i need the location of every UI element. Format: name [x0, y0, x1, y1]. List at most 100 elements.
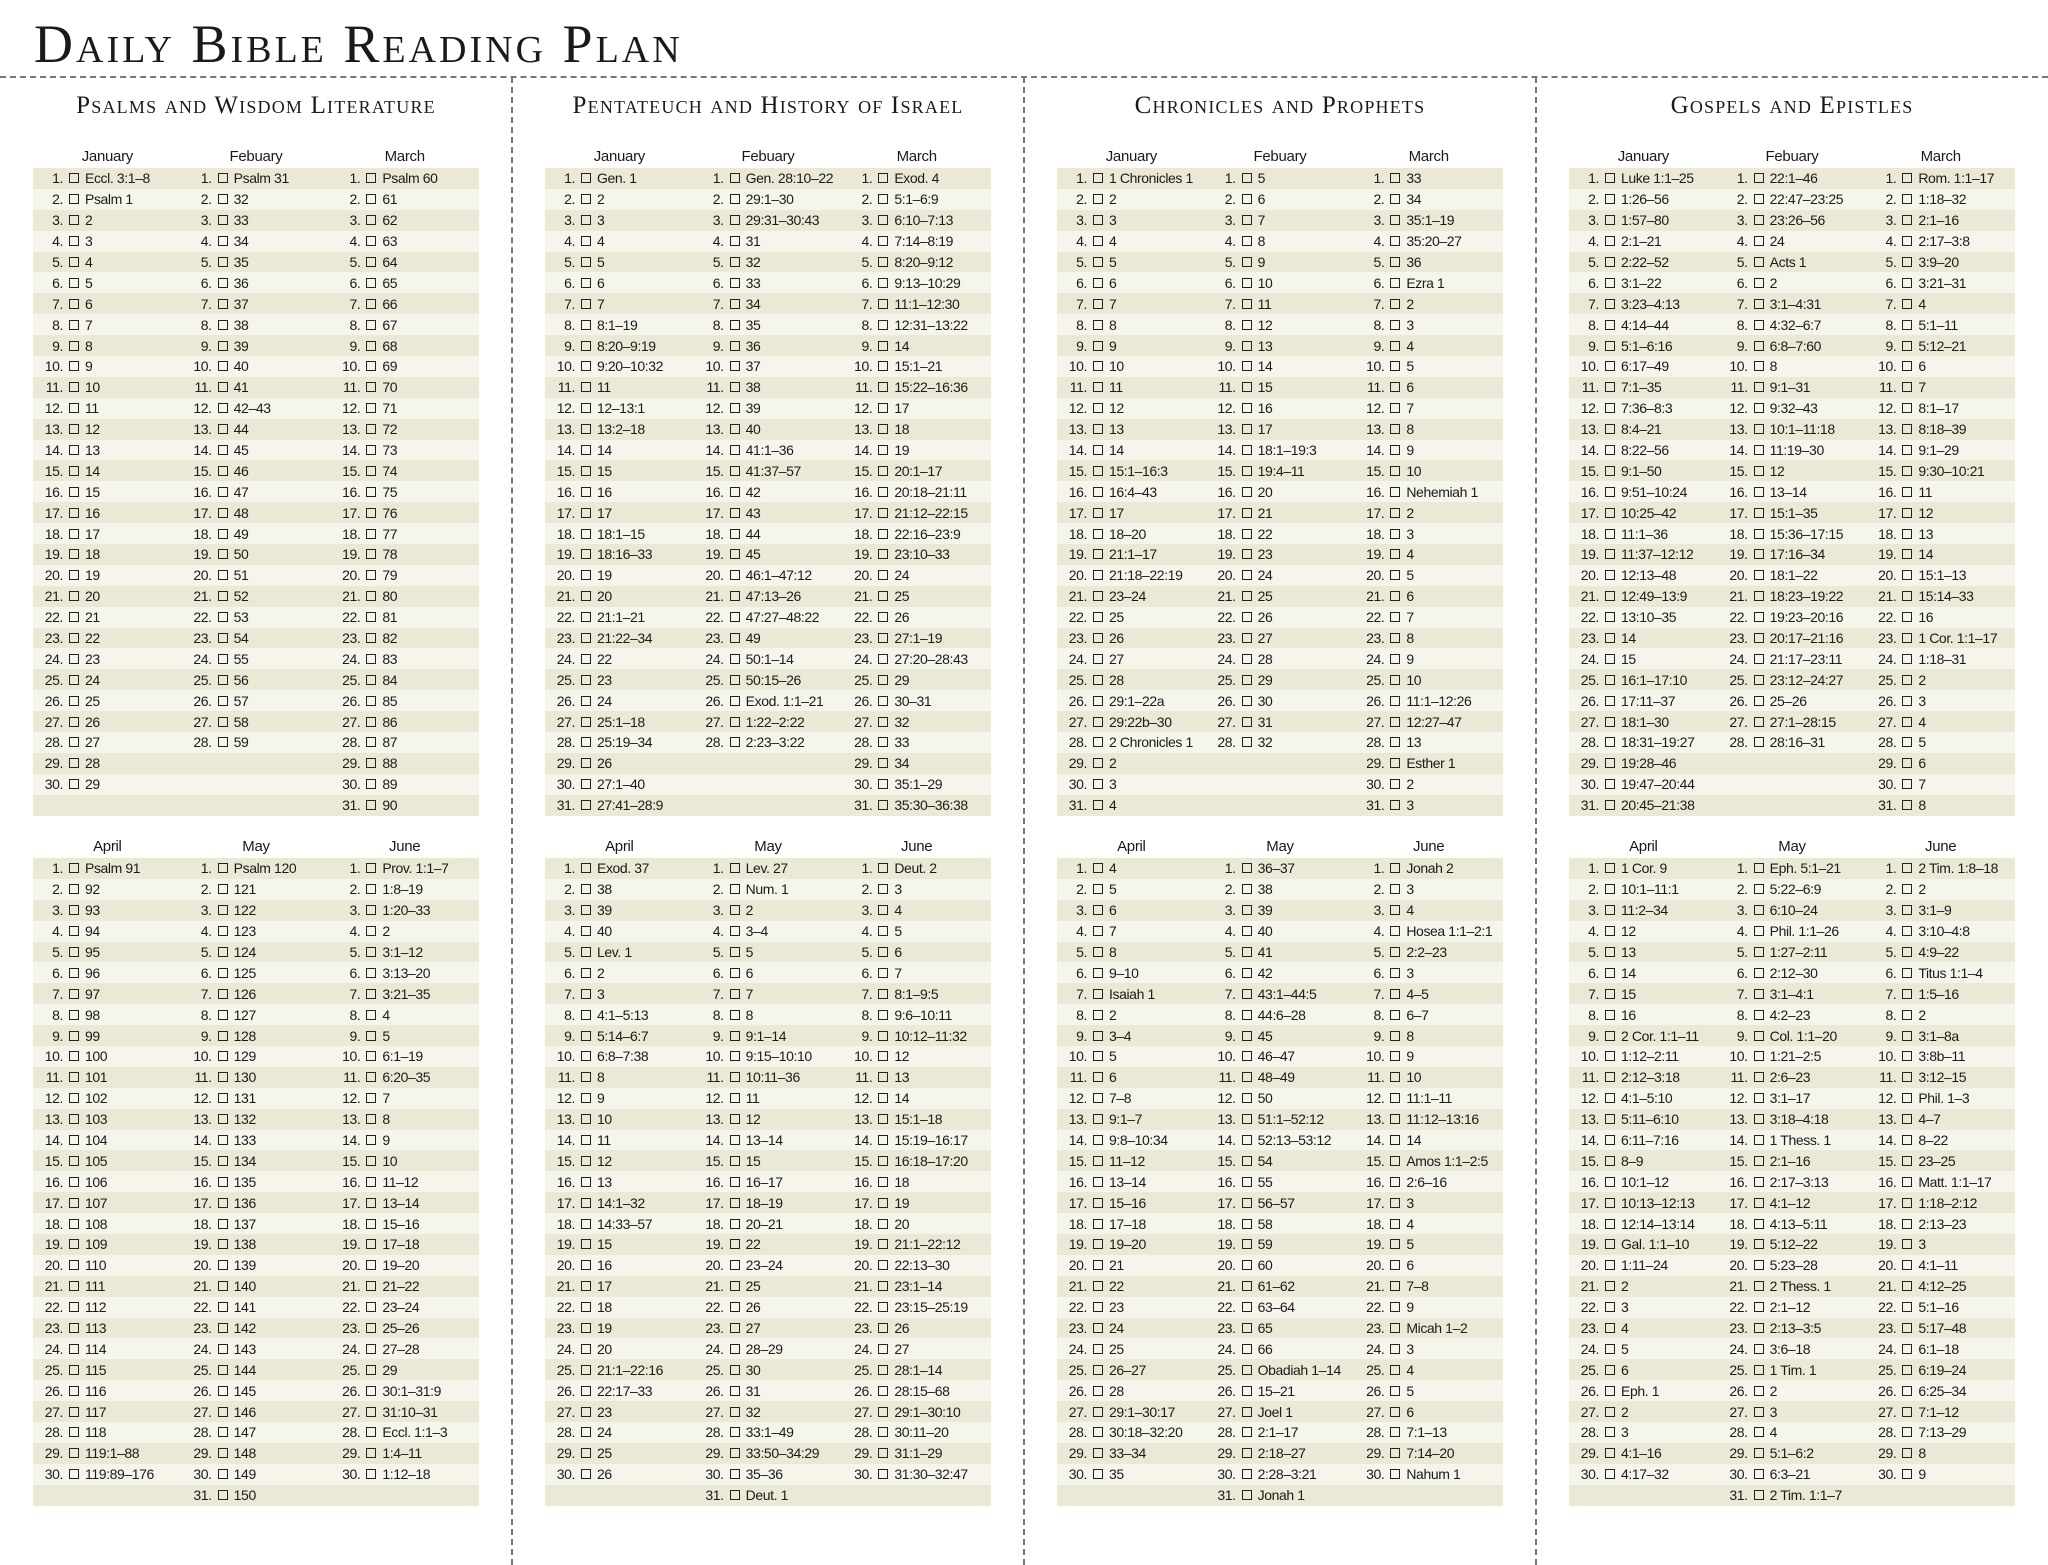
reading-item[interactable]: 1. Rom. 1:1–17 [1866, 168, 2015, 189]
checkbox-icon[interactable] [1241, 884, 1252, 895]
reading-item[interactable]: 18. 22:16–23:9 [842, 523, 991, 544]
reading-item[interactable]: 5. Acts 1 [1718, 252, 1867, 273]
checkbox-icon[interactable] [1241, 905, 1252, 916]
reading-item[interactable]: 18. 15:36–17:15 [1718, 523, 1867, 544]
checkbox-icon[interactable] [1605, 1239, 1615, 1250]
reading-item[interactable]: 26. 6:25–34 [1866, 1380, 2015, 1401]
reading-item[interactable]: 21. 22 [1057, 1276, 1206, 1297]
reading-item[interactable]: 6. 3:13–20 [330, 962, 479, 983]
checkbox-icon[interactable] [1753, 1135, 1764, 1146]
checkbox-icon[interactable] [1902, 298, 1913, 309]
checkbox-icon[interactable] [1605, 1343, 1615, 1354]
checkbox-icon[interactable] [878, 361, 889, 372]
reading-item[interactable]: 14. 13 [33, 440, 182, 461]
checkbox-icon[interactable] [729, 988, 740, 999]
reading-item[interactable]: 20. 4:1–11 [1866, 1255, 2015, 1276]
reading-item[interactable]: 20. 6 [1354, 1255, 1503, 1276]
reading-item[interactable]: 27. 27:1–28:15 [1718, 711, 1867, 732]
checkbox-icon[interactable] [1902, 1197, 1913, 1208]
reading-item[interactable]: 16. 15 [33, 481, 182, 502]
reading-item[interactable]: 11. 10:11–36 [694, 1067, 843, 1088]
checkbox-icon[interactable] [1093, 298, 1103, 309]
checkbox-icon[interactable] [878, 779, 889, 790]
checkbox-icon[interactable] [1605, 1364, 1615, 1375]
reading-item[interactable]: 19. 5:12–22 [1718, 1234, 1867, 1255]
reading-item[interactable]: 25. 6:19–24 [1866, 1359, 2015, 1380]
checkbox-icon[interactable] [878, 1364, 889, 1375]
reading-item[interactable]: 12. 14 [842, 1088, 991, 1109]
reading-item[interactable]: 6. 10 [1206, 272, 1355, 293]
checkbox-icon[interactable] [366, 298, 377, 309]
reading-item[interactable]: 26. 17:11–37 [1569, 690, 1718, 711]
reading-item[interactable]: 11. 9:1–31 [1718, 377, 1867, 398]
reading-item[interactable]: 11. 6 [1057, 1067, 1206, 1088]
checkbox-icon[interactable] [1390, 1385, 1401, 1396]
checkbox-icon[interactable] [1605, 1469, 1615, 1480]
checkbox-icon[interactable] [1753, 445, 1764, 456]
reading-item[interactable]: 17. 136 [182, 1192, 331, 1213]
reading-item[interactable]: 5. 8 [1057, 942, 1206, 963]
checkbox-icon[interactable] [581, 1239, 591, 1250]
reading-item[interactable]: 26. 28 [1057, 1380, 1206, 1401]
checkbox-icon[interactable] [1241, 173, 1252, 184]
reading-item[interactable]: 3. 4 [842, 900, 991, 921]
reading-item[interactable]: 8. 44:6–28 [1206, 1004, 1355, 1025]
checkbox-icon[interactable] [366, 1030, 377, 1041]
reading-item[interactable]: 23. 4 [1569, 1318, 1718, 1339]
reading-item[interactable]: 24. 27–28 [330, 1338, 479, 1359]
reading-item[interactable]: 12. 8:1–17 [1866, 398, 2015, 419]
reading-item[interactable]: 19. 21:1–22:12 [842, 1234, 991, 1255]
reading-item[interactable]: 27. 12:27–47 [1354, 711, 1503, 732]
checkbox-icon[interactable] [1902, 905, 1913, 916]
checkbox-icon[interactable] [1241, 194, 1252, 205]
checkbox-icon[interactable] [366, 236, 377, 247]
reading-item[interactable]: 17. 2 [1354, 502, 1503, 523]
reading-item[interactable]: 9. 13 [1206, 335, 1355, 356]
checkbox-icon[interactable] [878, 1197, 889, 1208]
checkbox-icon[interactable] [729, 674, 740, 685]
reading-item[interactable]: 11. 8 [545, 1067, 694, 1088]
checkbox-icon[interactable] [1605, 1155, 1615, 1166]
reading-item[interactable]: 7. 11 [1206, 293, 1355, 314]
reading-item[interactable]: 4. 2:1–21 [1569, 231, 1718, 252]
checkbox-icon[interactable] [1093, 1176, 1103, 1187]
checkbox-icon[interactable] [1605, 1197, 1615, 1208]
checkbox-icon[interactable] [581, 1281, 591, 1292]
checkbox-icon[interactable] [1390, 424, 1401, 435]
reading-item[interactable]: 3. 35:1–19 [1354, 210, 1503, 231]
reading-item[interactable]: 1. 22:1–46 [1718, 168, 1867, 189]
checkbox-icon[interactable] [366, 695, 377, 706]
reading-item[interactable]: 10. 8 [1718, 356, 1867, 377]
checkbox-icon[interactable] [1390, 884, 1401, 895]
checkbox-icon[interactable] [1390, 800, 1401, 811]
checkbox-icon[interactable] [1390, 591, 1401, 602]
checkbox-icon[interactable] [1605, 988, 1615, 999]
checkbox-icon[interactable] [69, 612, 79, 623]
reading-item[interactable]: 15. 46 [182, 460, 331, 481]
checkbox-icon[interactable] [1902, 277, 1913, 288]
reading-item[interactable]: 31. 3 [1354, 795, 1503, 816]
reading-item[interactable]: 23. 142 [182, 1318, 331, 1339]
reading-item[interactable]: 12. 7 [330, 1088, 479, 1109]
reading-item[interactable]: 11. 10 [33, 377, 182, 398]
checkbox-icon[interactable] [1902, 1051, 1913, 1062]
checkbox-icon[interactable] [1902, 967, 1913, 978]
checkbox-icon[interactable] [1241, 695, 1252, 706]
reading-item[interactable]: 27. 6 [1354, 1401, 1503, 1422]
reading-item[interactable]: 16. 16–17 [694, 1171, 843, 1192]
checkbox-icon[interactable] [1753, 1155, 1764, 1166]
checkbox-icon[interactable] [1093, 716, 1103, 727]
checkbox-icon[interactable] [1241, 1030, 1252, 1041]
reading-item[interactable]: 25. 16:1–17:10 [1569, 669, 1718, 690]
reading-item[interactable]: 3. 1:57–80 [1569, 210, 1718, 231]
reading-item[interactable]: 4. 7 [1057, 921, 1206, 942]
checkbox-icon[interactable] [729, 1260, 740, 1271]
checkbox-icon[interactable] [1241, 215, 1252, 226]
reading-item[interactable]: 16. 11 [1866, 481, 2015, 502]
checkbox-icon[interactable] [878, 884, 889, 895]
reading-item[interactable]: 14. 8:22–56 [1569, 440, 1718, 461]
reading-item[interactable]: 6. 36 [182, 272, 331, 293]
checkbox-icon[interactable] [729, 570, 740, 581]
checkbox-icon[interactable] [217, 1030, 228, 1041]
reading-item[interactable]: 19. 45 [694, 544, 843, 565]
